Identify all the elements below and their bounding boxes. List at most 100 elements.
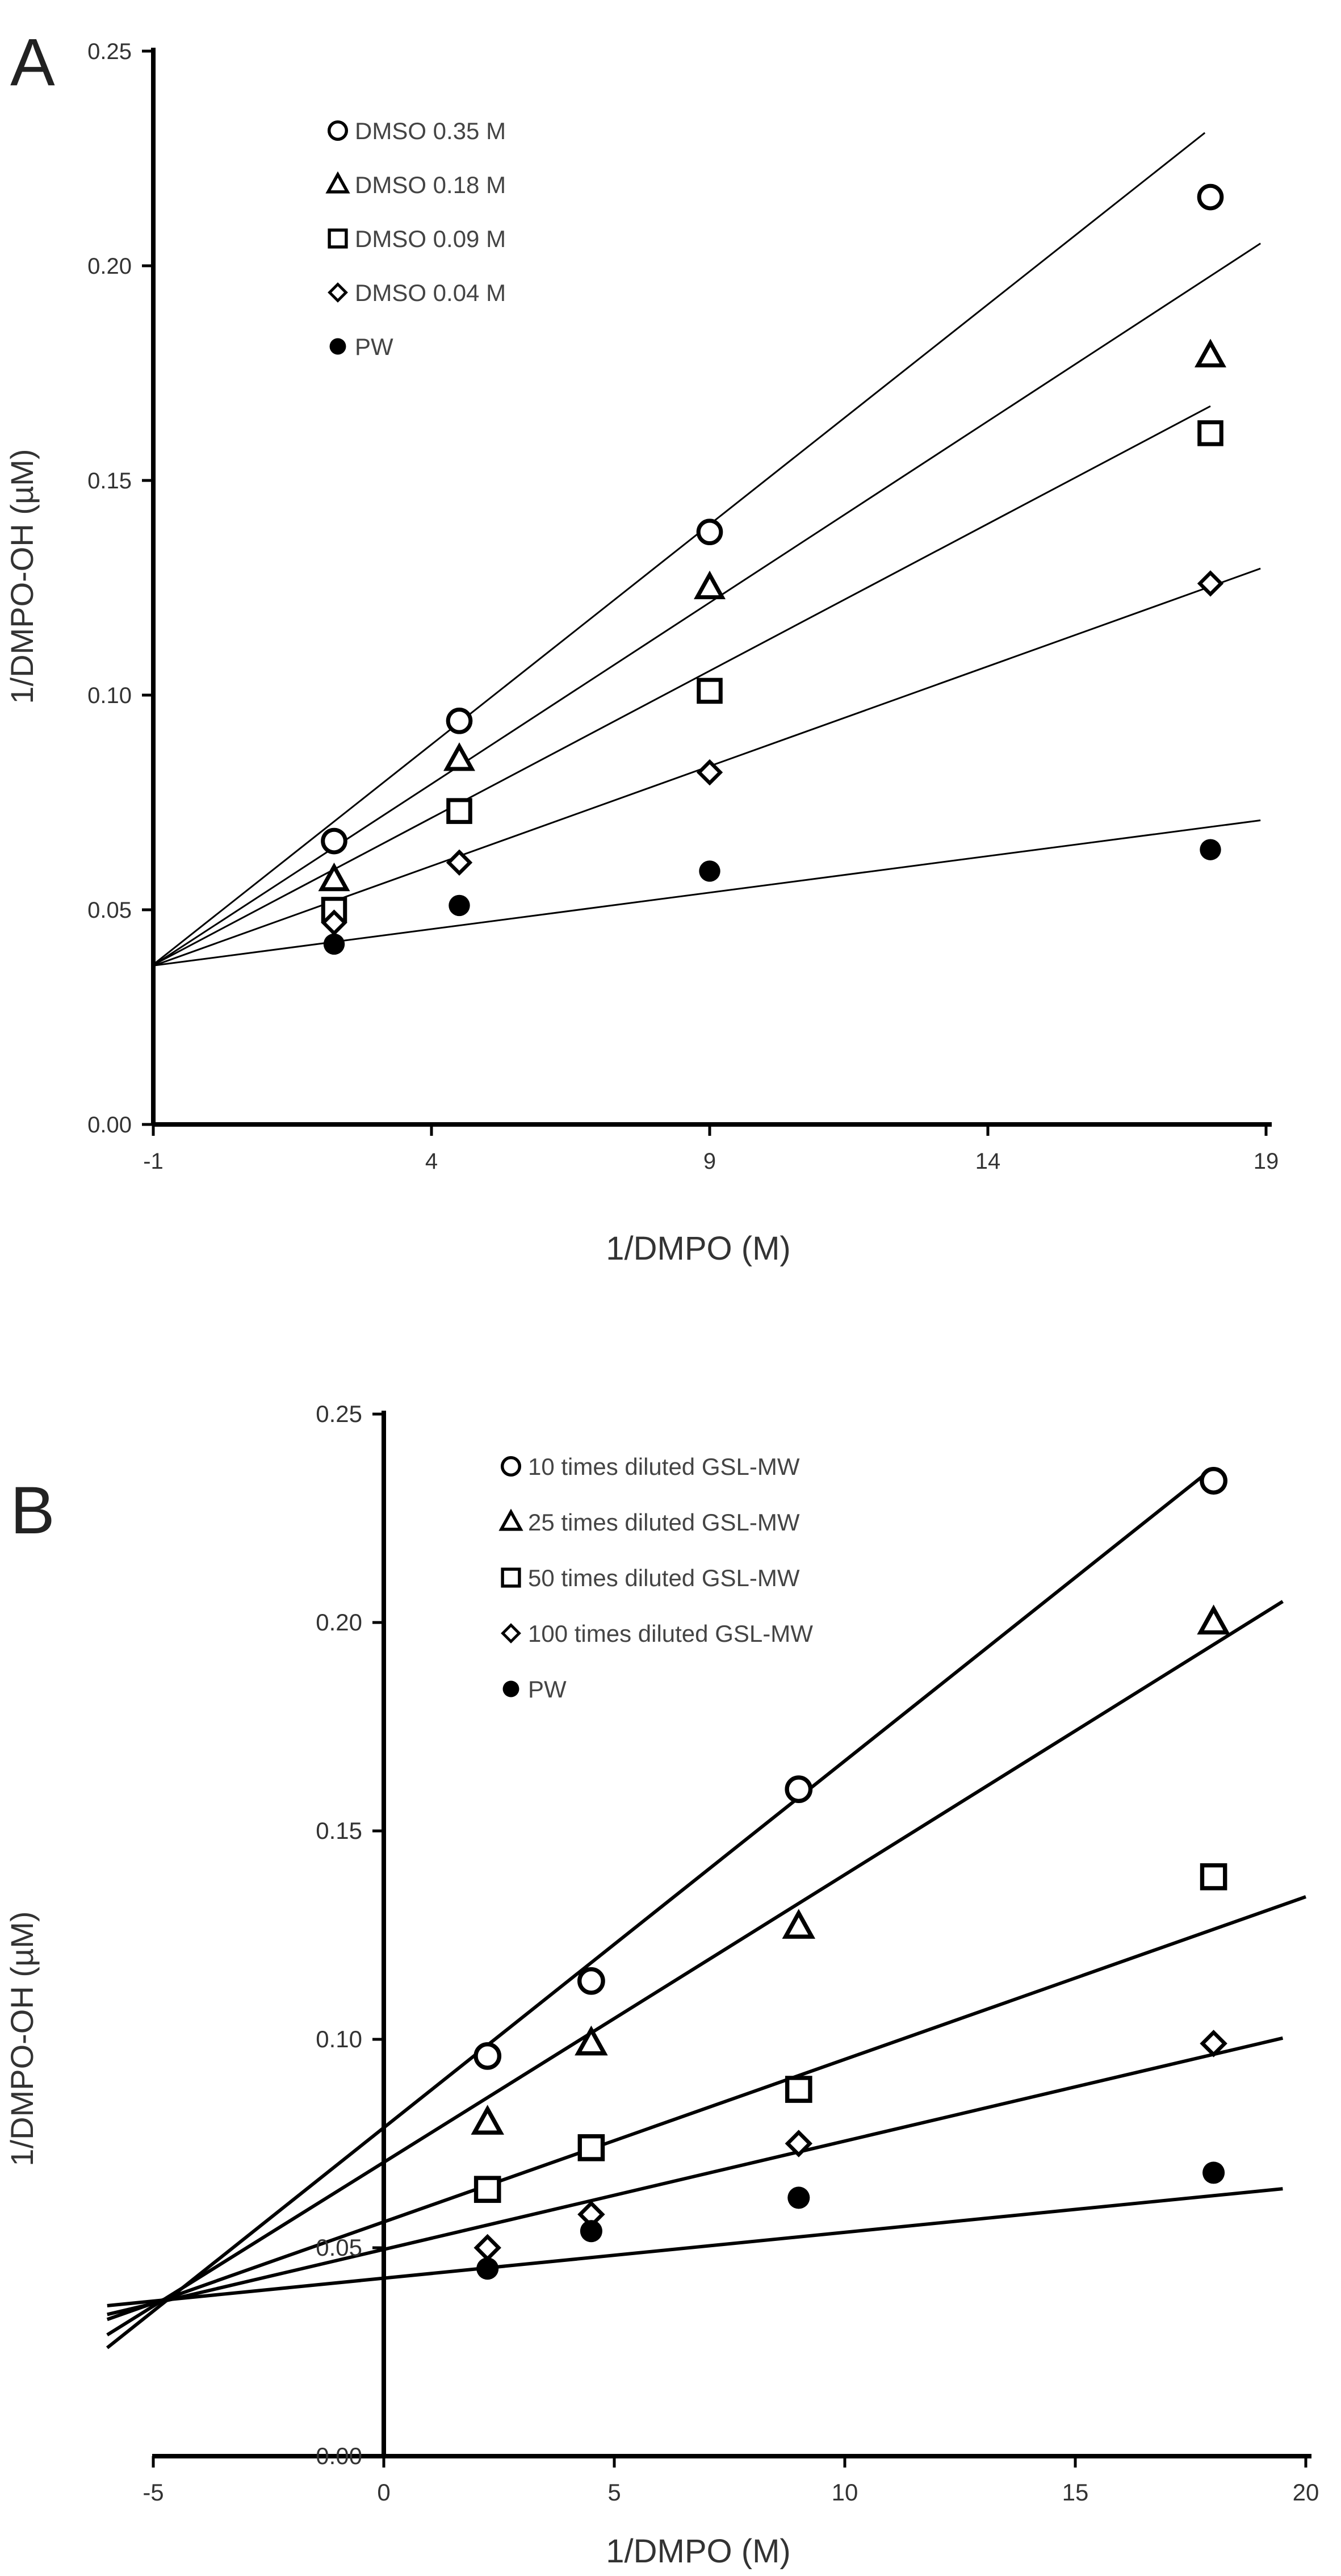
- panel-a-y-tick-label: 0.15: [87, 469, 132, 494]
- panel-b-fit-line-50-times-diluted-gsl-mw: [106, 1895, 1306, 2322]
- panel-a-y-tick-label: 0.10: [87, 683, 132, 708]
- panel-b-fit-line-100-times-diluted-gsl-mw: [107, 2036, 1284, 2316]
- panel-a-legend-label-dmso-0-18-m: DMSO 0.18 M: [355, 172, 506, 198]
- panel-b-point-100-times-diluted-gsl-mw: [473, 2234, 501, 2262]
- panel-a-x-tick-label: -1: [143, 1149, 164, 1174]
- panel-b-y-tick-label: 0.10: [316, 2026, 362, 2052]
- panel-a-point-dmso-0-09-m: [697, 678, 723, 704]
- panel-b-legend-label-100-times-diluted-gsl-mw: 100 times diluted GSL-MW: [528, 1620, 813, 1647]
- panel-a-y-axis-label: 1/DMPO-OH (µM): [4, 449, 40, 704]
- panel-a-point-pw: [699, 860, 720, 882]
- panel-b-legend-marker-pw: [502, 1680, 519, 1697]
- panel-b-point-pw: [787, 2186, 810, 2209]
- panel-b-point-10-times-diluted-gsl-mw: [1200, 1467, 1227, 1495]
- panel-b-x-tick-label: 5: [607, 2479, 621, 2506]
- panel-b-legend-marker-25-times-diluted-gsl-mw: [498, 1508, 523, 1531]
- panel-a-y-tick-label: 0.00: [87, 1113, 132, 1138]
- panel-a-x-tick-label: 9: [703, 1149, 716, 1174]
- panel-a-legend-label-dmso-0-35-m: DMSO 0.35 M: [355, 118, 506, 144]
- panel-b: B -5 0 5 10 15 20 0.00 0.05 0.10 0.15 0.20 0.25 10 …: [4, 1400, 1319, 2570]
- panel-b-x-tick-label: 0: [377, 2479, 390, 2506]
- panel-b-legend-marker-10-times-diluted-gsl-mw: [500, 1456, 522, 1477]
- panel-a-ticks: -1 4 9 14 19 0.00 0.05 0.10 0.15 0.20 0.25: [87, 39, 1279, 1174]
- panel-a-fit-line-pw: [153, 819, 1261, 967]
- panel-a-legend-marker-pw: [329, 338, 346, 355]
- panel-b-point-100-times-diluted-gsl-mw: [1200, 2030, 1227, 2058]
- panel-b-label: B: [10, 1473, 55, 1548]
- panel-b-fit-lines: [106, 1473, 1306, 2349]
- panel-a-legend-marker-dmso-0-04-m: [328, 282, 348, 303]
- panel-a-x-tick-label: 4: [425, 1149, 438, 1174]
- panel-b-point-pw: [580, 2220, 602, 2243]
- panel-a-point-dmso-0-09-m: [446, 798, 472, 824]
- panel-a-legend-label-dmso-0-04-m: DMSO 0.04 M: [355, 279, 506, 306]
- panel-a-y-tick-label: 0.25: [87, 39, 132, 64]
- panel-b-y-axis-label: 1/DMPO-OH (µM): [4, 1911, 40, 2166]
- panel-b-point-10-times-diluted-gsl-mw: [577, 1967, 605, 1995]
- panel-a-axes: [151, 48, 1272, 1127]
- panel-b-point-25-times-diluted-gsl-mw: [782, 1909, 816, 1939]
- panel-a-fit-line-dmso-0-09-m: [153, 405, 1211, 966]
- panel-b-y-tick-label: 0.05: [316, 2234, 362, 2261]
- panel-a-point-dmso-0-35-m: [1197, 183, 1224, 211]
- panel-a: A -1 4 9 14 19 0.00 0.05 0.10 0.15 0.20 0.25 DMSO …: [4, 25, 1279, 1267]
- panel-a-point-dmso-0-18-m: [1195, 338, 1226, 367]
- panel-b-point-25-times-diluted-gsl-mw: [575, 2025, 608, 2056]
- panel-b-legend-label-50-times-diluted-gsl-mw: 50 times diluted GSL-MW: [528, 1565, 800, 1591]
- panel-a-y-tick-label: 0.05: [87, 898, 132, 923]
- panel-a-point-dmso-0-18-m: [318, 862, 350, 892]
- panel-b-point-pw: [476, 2257, 499, 2280]
- panel-a-point-dmso-0-04-m: [1197, 570, 1224, 597]
- panel-b-point-50-times-diluted-gsl-mw: [577, 2134, 605, 2161]
- panel-b-legend-label-10-times-diluted-gsl-mw: 10 times diluted GSL-MW: [528, 1453, 800, 1480]
- panel-a-label: A: [10, 25, 55, 100]
- panel-a-point-pw: [1200, 839, 1221, 860]
- panel-b-x-tick-label: 10: [832, 2479, 858, 2506]
- panel-a-legend-label-dmso-0-09-m: DMSO 0.09 M: [355, 225, 506, 252]
- panel-a-point-dmso-0-35-m: [446, 708, 473, 734]
- panel-a-point-dmso-0-35-m: [321, 827, 347, 855]
- panel-b-fit-line-pw: [107, 2187, 1283, 2308]
- panel-a-y-tick-label: 0.20: [87, 254, 132, 279]
- panel-a-x-tick-label: 19: [1254, 1149, 1279, 1174]
- panel-b-y-tick-label: 0.00: [316, 2443, 362, 2469]
- panel-b-x-axis-label: 1/DMPO (M): [606, 2533, 790, 2570]
- panel-a-marks: [318, 183, 1226, 955]
- panel-b-legend-label-pw: PW: [528, 1676, 567, 1703]
- panel-a-point-dmso-0-04-m: [696, 759, 723, 786]
- panel-b-legend-marker-50-times-diluted-gsl-mw: [501, 1567, 521, 1588]
- panel-a-fit-lines: [153, 132, 1262, 967]
- panel-b-y-tick-label: 0.25: [316, 1400, 362, 1427]
- panel-a-point-pw: [449, 894, 470, 917]
- panel-b-point-50-times-diluted-gsl-mw: [785, 2076, 812, 2103]
- panel-b-fit-line-25-times-diluted-gsl-mw: [106, 1600, 1284, 2336]
- panel-a-x-axis-label: 1/DMPO (M): [606, 1230, 790, 1267]
- panel-a-point-dmso-0-04-m: [321, 909, 347, 936]
- panel-a-legend-marker-dmso-0-09-m: [328, 228, 348, 249]
- panel-a-point-dmso-0-09-m: [1197, 420, 1223, 446]
- panel-b-point-50-times-diluted-gsl-mw: [473, 2176, 501, 2203]
- panel-b-point-pw: [1202, 2161, 1225, 2184]
- panel-b-axes: [152, 1411, 1311, 2458]
- panel-b-point-50-times-diluted-gsl-mw: [1200, 1863, 1227, 1891]
- panel-a-point-pw: [323, 933, 345, 955]
- panel-a-fit-line-dmso-0-18-m: [153, 242, 1262, 967]
- panel-b-point-25-times-diluted-gsl-mw: [471, 2105, 504, 2135]
- panel-a-fit-line-dmso-0-35-m: [153, 132, 1206, 965]
- panel-b-x-tick-label: -5: [143, 2479, 164, 2506]
- panel-b-legend-marker-100-times-diluted-gsl-mw: [501, 1623, 521, 1644]
- panel-a-x-tick-label: 14: [975, 1149, 1001, 1174]
- panel-b-y-tick-label: 0.20: [316, 1609, 362, 1636]
- panel-b-point-10-times-diluted-gsl-mw: [473, 2042, 502, 2070]
- panel-b-y-tick-label: 0.15: [316, 1817, 362, 1844]
- panel-b-fit-line-10-times-diluted-gsl-mw: [106, 1473, 1206, 2349]
- panel-a-point-dmso-0-18-m: [694, 570, 726, 600]
- panel-a-point-dmso-0-04-m: [446, 849, 473, 876]
- panel-b-legend: 10 times diluted GSL-MW 25 times diluted …: [498, 1453, 813, 1703]
- panel-b-point-10-times-diluted-gsl-mw: [785, 1775, 813, 1803]
- panel-b-ticks: -5 0 5 10 15 20 0.00 0.05 0.10 0.15 0.20 0.25: [143, 1400, 1319, 2506]
- panel-b-marks: [471, 1467, 1230, 2280]
- panel-b-x-tick-label: 20: [1293, 2479, 1319, 2506]
- panel-b-point-25-times-diluted-gsl-mw: [1197, 1604, 1230, 1635]
- panel-a-point-dmso-0-35-m: [696, 518, 723, 546]
